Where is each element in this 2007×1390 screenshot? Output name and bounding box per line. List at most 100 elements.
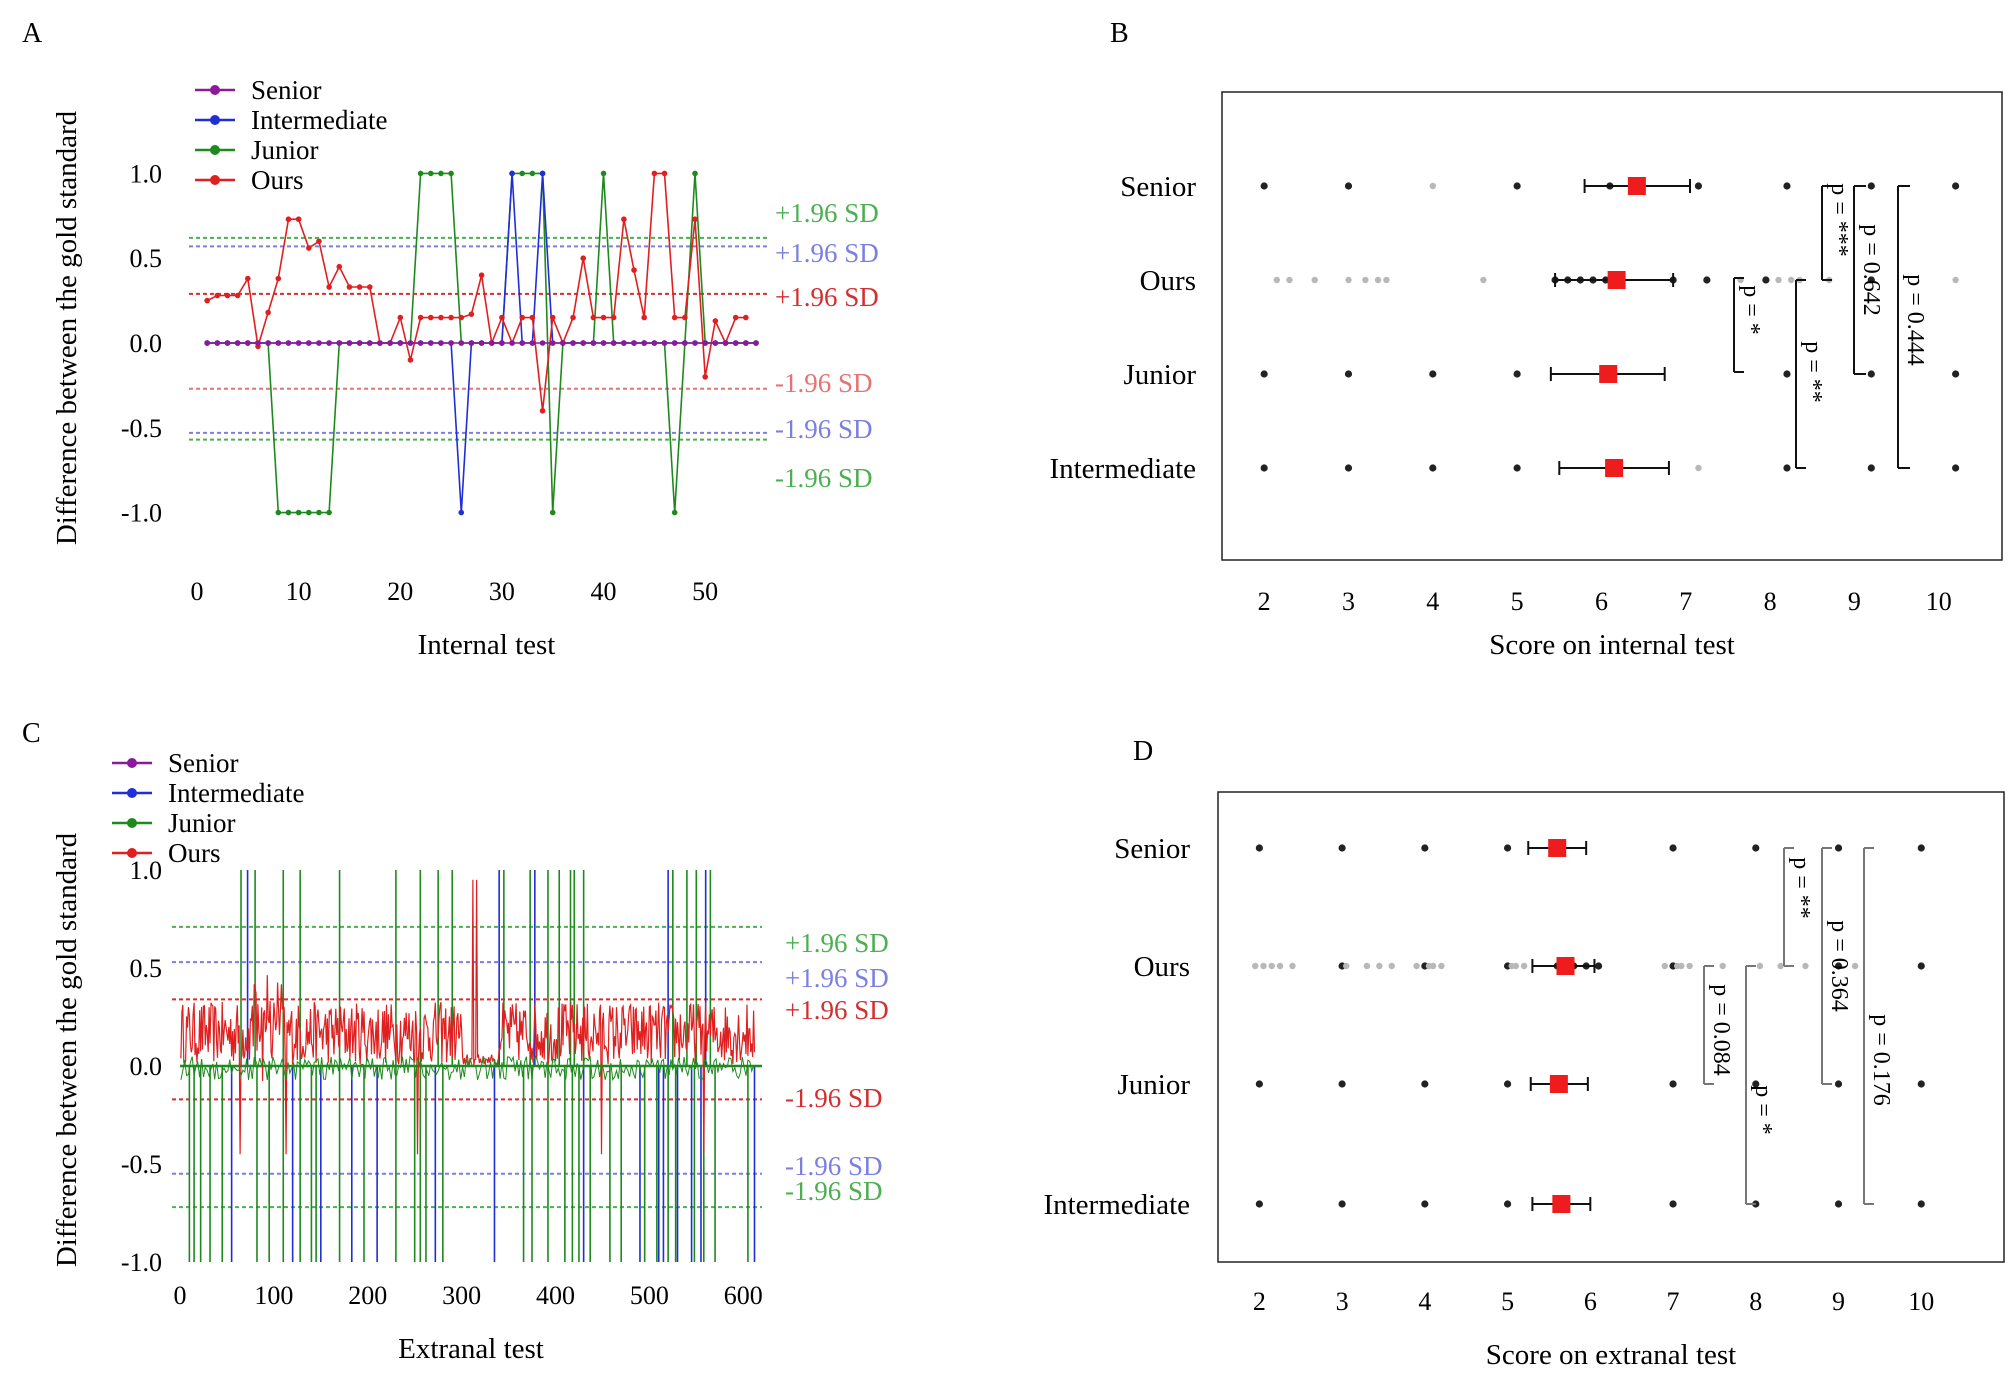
data-point-senior <box>539 340 546 346</box>
legend-label-junior: Junior <box>251 135 319 165</box>
x-tick-label: 20 <box>387 577 413 606</box>
x-tick-label: 7 <box>1667 1287 1680 1316</box>
panel-c-line-chart: 1.0 0.5 0.0 -0.5 -1.0 0 100 200 300 400 500 600 Extr… <box>51 748 889 1365</box>
data-point-ours <box>499 314 505 321</box>
data-point-senior <box>549 340 556 346</box>
score-point <box>1678 962 1685 970</box>
score-point <box>1273 276 1281 284</box>
data-point-senior <box>285 340 292 346</box>
reference-line-label: -1.96 SD <box>785 1176 883 1206</box>
score-point <box>1363 962 1371 970</box>
significance-label: p = * <box>1738 285 1764 335</box>
legend-label-senior: Senior <box>168 748 239 778</box>
score-point <box>1783 182 1791 190</box>
x-tick-label: 3 <box>1342 587 1355 616</box>
data-point-senior <box>712 340 719 346</box>
score-point <box>1374 276 1382 284</box>
score-point <box>1834 1200 1843 1208</box>
data-point-senior <box>519 340 526 346</box>
score-point <box>1344 370 1353 378</box>
x-tick-label: 50 <box>692 577 718 606</box>
significance-label: p = ** <box>1800 341 1826 403</box>
score-point <box>1255 1080 1263 1088</box>
score-point <box>1783 464 1791 472</box>
data-point-junior <box>295 509 302 516</box>
data-point-ours <box>245 275 251 282</box>
score-point <box>1343 962 1350 970</box>
significance-label: p = 0.176 <box>1868 1014 1894 1106</box>
data-point-ours <box>458 314 465 321</box>
data-point-ours <box>224 292 231 299</box>
score-point <box>1512 962 1520 970</box>
data-point-senior <box>346 340 353 346</box>
panel-a-line-chart: 1.0 0.5 0.0 -0.5 -1.0 0 10 20 30 40 50 Internal tes… <box>51 75 879 661</box>
data-point-senior <box>682 340 688 346</box>
score-point <box>1286 276 1293 284</box>
x-tick-label: 9 <box>1848 587 1861 616</box>
score-point <box>1429 182 1437 190</box>
data-point-senior <box>631 340 637 346</box>
data-point-ours <box>407 357 414 363</box>
data-point-senior <box>743 340 749 346</box>
score-point <box>1383 276 1390 284</box>
x-axis-label: Extranal test <box>398 1333 544 1365</box>
mean-marker <box>1548 839 1567 857</box>
x-tick-label: 2 <box>1258 587 1271 616</box>
score-point <box>1413 962 1420 970</box>
score-point <box>1503 844 1512 852</box>
data-point-ours <box>275 275 282 282</box>
data-point-senior <box>407 340 414 346</box>
data-point-senior <box>326 340 332 346</box>
score-point <box>1421 1200 1429 1208</box>
series-line-junior <box>180 1055 755 1082</box>
category-label-senior: Senior <box>1120 171 1196 203</box>
score-point <box>1513 182 1521 190</box>
data-point-senior <box>316 340 322 346</box>
x-tick-label: 300 <box>442 1281 481 1310</box>
data-point-senior <box>661 340 668 346</box>
score-point <box>1669 1200 1677 1208</box>
data-point-ours <box>712 318 719 324</box>
panel-label-c: C <box>22 718 41 749</box>
data-point-senior <box>265 340 271 346</box>
data-point-ours <box>366 284 373 290</box>
data-point-ours <box>336 263 343 270</box>
reference-line-label: -1.96 SD <box>775 368 873 398</box>
y-tick-label: -1.0 <box>121 499 162 528</box>
x-tick-label: 400 <box>536 1281 575 1310</box>
legend-marker-ours <box>210 175 220 185</box>
data-point-senior <box>641 340 647 346</box>
x-tick-label: 10 <box>1926 587 1952 616</box>
series-line-ours <box>206 172 746 411</box>
data-point-junior <box>448 170 454 177</box>
data-point-senior <box>295 340 302 346</box>
x-tick-label: 0 <box>191 577 204 606</box>
score-point <box>1344 182 1353 190</box>
x-tick-label: 8 <box>1764 587 1777 616</box>
y-tick-label: 0.5 <box>130 244 163 273</box>
legend-marker-senior <box>210 85 220 95</box>
score-point <box>1783 370 1791 378</box>
score-point <box>1703 276 1711 284</box>
score-point <box>1252 962 1259 970</box>
score-point <box>1787 276 1795 284</box>
data-point-senior <box>692 340 698 346</box>
data-point-ours <box>590 314 597 321</box>
data-point-senior <box>753 340 759 346</box>
x-tick-label: 5 <box>1511 587 1524 616</box>
data-point-ours <box>234 292 241 299</box>
score-point <box>1255 844 1263 852</box>
score-point <box>1520 962 1528 970</box>
data-point-senior <box>275 340 282 346</box>
y-tick-label: 0.5 <box>130 954 163 983</box>
mean-marker <box>1599 365 1618 383</box>
reference-line-label: +1.96 SD <box>775 282 879 312</box>
x-tick-label: 100 <box>254 1281 293 1310</box>
panel-b-score-chart: 2 3 4 5 6 7 8 9 10 Score on internal test Senior Ou… <box>1049 91 2003 661</box>
x-tick-label: 4 <box>1418 1287 1431 1316</box>
score-point <box>1834 962 1843 970</box>
score-point <box>1775 276 1782 284</box>
data-point-intermediate <box>509 170 515 177</box>
data-point-ours <box>651 170 658 177</box>
score-point <box>1503 1080 1512 1088</box>
